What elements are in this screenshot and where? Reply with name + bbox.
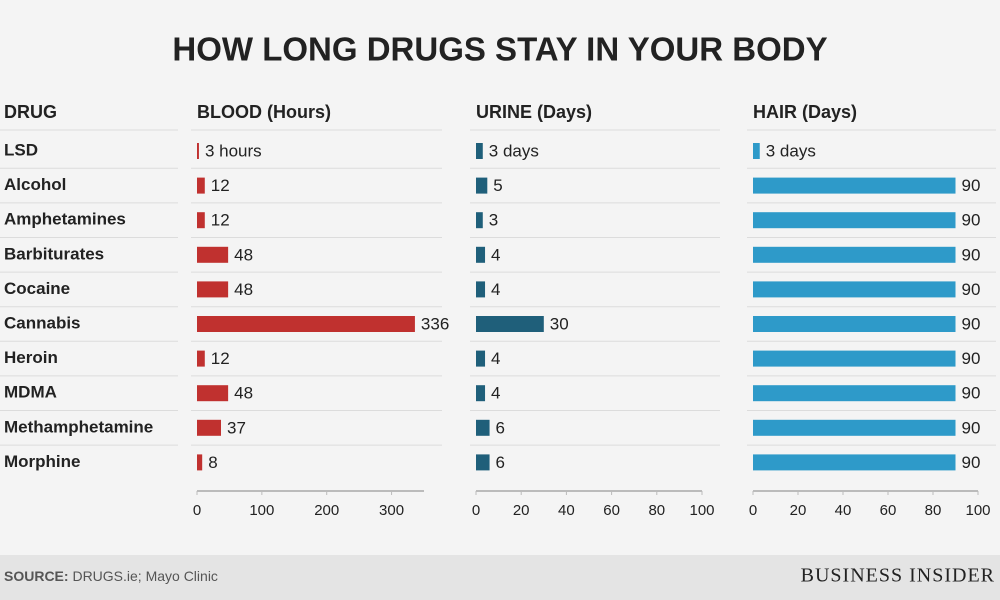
bar xyxy=(476,350,486,367)
value-label: 90 xyxy=(962,349,981,368)
x-tick-label: 0 xyxy=(472,502,480,519)
value-label: 90 xyxy=(962,453,981,472)
x-tick-label: 40 xyxy=(558,502,575,519)
value-label: 6 xyxy=(496,418,505,437)
value-label: 336 xyxy=(421,314,449,333)
bar xyxy=(476,454,490,471)
value-label: 4 xyxy=(491,280,500,299)
brand: BUSINESS INSIDER xyxy=(801,565,995,587)
x-tick-label: 60 xyxy=(603,502,620,519)
bar xyxy=(197,316,415,332)
category-label: Amphetamines xyxy=(4,210,126,229)
bar xyxy=(753,316,956,332)
source-label: SOURCE: xyxy=(4,568,69,584)
panel-header: HAIR (Days) xyxy=(753,102,857,122)
bar xyxy=(197,177,205,194)
bar xyxy=(476,316,544,332)
value-label: 3 days xyxy=(766,141,816,160)
x-tick-label: 0 xyxy=(193,502,201,519)
value-label: 8 xyxy=(208,453,217,472)
bar xyxy=(197,350,205,367)
value-label: 37 xyxy=(227,418,246,437)
value-label: 12 xyxy=(211,349,230,368)
panel-header: BLOOD (Hours) xyxy=(197,102,331,122)
category-label: Morphine xyxy=(4,452,81,471)
bar xyxy=(476,177,488,194)
category-label: Cocaine xyxy=(4,279,70,298)
value-label: 3 hours xyxy=(205,141,262,160)
bar xyxy=(753,350,956,367)
value-label: 30 xyxy=(550,314,569,333)
bar xyxy=(476,385,486,402)
x-tick-label: 80 xyxy=(648,502,665,519)
value-label: 90 xyxy=(962,280,981,299)
x-tick-label: 0 xyxy=(749,502,757,519)
bar xyxy=(197,419,221,436)
value-label: 5 xyxy=(493,176,502,195)
bar xyxy=(476,419,490,436)
x-tick-label: 100 xyxy=(965,502,990,519)
value-label: 12 xyxy=(211,211,230,230)
bar xyxy=(476,246,486,263)
category-label: MDMA xyxy=(4,383,57,402)
value-label: 3 xyxy=(489,211,498,230)
bar xyxy=(753,454,956,471)
bar xyxy=(197,385,229,402)
x-tick-label: 100 xyxy=(689,502,714,519)
bar xyxy=(476,281,486,298)
value-label: 90 xyxy=(962,384,981,403)
footer xyxy=(0,555,1000,600)
x-tick-label: 80 xyxy=(925,502,942,519)
category-label: LSD xyxy=(4,140,38,159)
bar xyxy=(753,385,956,402)
category-label: Cannabis xyxy=(4,313,81,332)
bar xyxy=(753,143,760,159)
x-tick-label: 20 xyxy=(513,502,530,519)
value-label: 48 xyxy=(234,245,253,264)
x-tick-label: 60 xyxy=(880,502,897,519)
bar xyxy=(753,177,956,194)
source: SOURCE: DRUGS.ie; Mayo Clinic xyxy=(4,568,218,584)
x-tick-label: 200 xyxy=(314,502,339,519)
panel-header: URINE (Days) xyxy=(476,102,592,122)
category-label: Heroin xyxy=(4,348,58,367)
value-label: 4 xyxy=(491,245,500,264)
bar xyxy=(197,281,229,298)
x-tick-label: 100 xyxy=(249,502,274,519)
x-tick-label: 20 xyxy=(790,502,807,519)
value-label: 6 xyxy=(496,453,505,472)
value-label: 3 days xyxy=(489,141,539,160)
bar xyxy=(476,143,483,159)
value-label: 48 xyxy=(234,280,253,299)
value-label: 90 xyxy=(962,314,981,333)
value-label: 4 xyxy=(491,349,500,368)
value-label: 90 xyxy=(962,418,981,437)
value-label: 48 xyxy=(234,384,253,403)
column-header: DRUG xyxy=(4,102,57,122)
category-label: Barbiturates xyxy=(4,244,104,263)
bar xyxy=(197,212,205,229)
bar xyxy=(197,143,199,159)
bar xyxy=(753,212,956,229)
bar xyxy=(753,419,956,436)
chart-title: HOW LONG DRUGS STAY IN YOUR BODY xyxy=(172,31,827,68)
value-label: 90 xyxy=(962,245,981,264)
value-label: 90 xyxy=(962,176,981,195)
bar xyxy=(197,246,229,263)
x-tick-label: 300 xyxy=(379,502,404,519)
bar xyxy=(753,246,956,263)
bar xyxy=(197,454,203,471)
x-tick-label: 40 xyxy=(835,502,852,519)
category-label: Methamphetamine xyxy=(4,417,153,436)
value-label: 4 xyxy=(491,384,500,403)
value-label: 12 xyxy=(211,176,230,195)
bar xyxy=(476,212,483,229)
bar xyxy=(753,281,956,298)
category-label: Alcohol xyxy=(4,175,66,194)
source-text: DRUGS.ie; Mayo Clinic xyxy=(72,568,217,584)
value-label: 90 xyxy=(962,211,981,230)
